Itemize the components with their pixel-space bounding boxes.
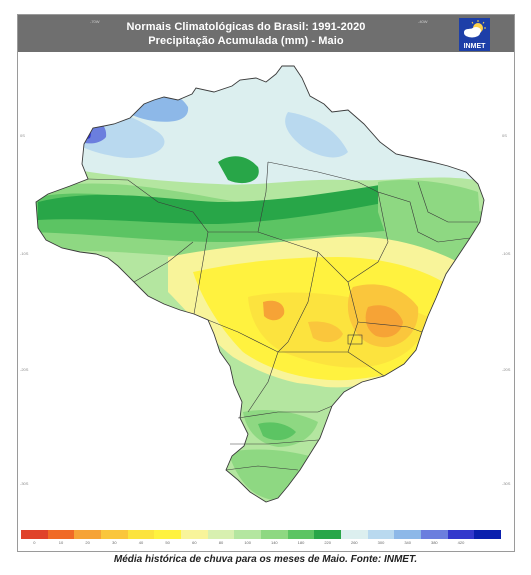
colorbar-segment (181, 530, 208, 539)
state-border (347, 351, 385, 377)
colorbar-segment (74, 530, 102, 539)
colorbar-segment (394, 530, 422, 539)
colorbar-tick-label: 420 (457, 540, 465, 545)
sun-cloud-icon (464, 20, 486, 38)
colorbar-segment (367, 530, 395, 539)
colorbar-tick-label: 180 (297, 540, 305, 545)
colorbar-tick-labels: 0 10 20 30 40 50 60 80 100 140 180 220 260 300 340 380 4… (21, 540, 501, 548)
colorbar-tick-label: 380 (430, 540, 438, 545)
colorbar-segment (447, 530, 475, 539)
right-axis-label: 0S (502, 133, 507, 138)
brazil-precipitation-map (35, 65, 485, 503)
colorbar-segment (47, 530, 75, 539)
colorbar-segment (154, 530, 182, 539)
colorbar-tick-label: 20 (85, 540, 90, 545)
northwest-dark-blue-zone (68, 118, 107, 144)
goias-orange-zone (308, 321, 343, 343)
colorbar-tick-label: 340 (404, 540, 411, 545)
colorbar-tick-label: 140 (270, 540, 278, 545)
logo-text: INMET (463, 43, 486, 50)
colorbar-tick-label: 80 (218, 540, 224, 545)
colorbar-segment (101, 530, 128, 539)
roraima-blue-zone (117, 87, 189, 122)
state-border (133, 241, 194, 283)
bahia-dark-orange-core (365, 305, 403, 338)
colorbar-segment (207, 530, 235, 539)
figure-caption: Média histórica de chuva para os meses d… (113, 554, 418, 565)
title-bar: Normais Climatológicas do Brasil: 1991-2… (18, 15, 514, 52)
colorbar-segment (474, 530, 502, 539)
colorbar-tick-label: 10 (58, 540, 64, 545)
state-border (237, 405, 333, 419)
colorbar-tick-label: 100 (244, 540, 251, 545)
state-border (267, 161, 379, 193)
amazon-dark-green-band (38, 182, 398, 224)
colorbar-segment (261, 530, 288, 539)
mato-grosso-orange-core (263, 300, 285, 321)
colorbar-segment (287, 530, 315, 539)
left-axis-label: 0S (20, 133, 25, 138)
state-border (230, 439, 319, 445)
amapa-light-blue-zone (285, 112, 348, 158)
left-axis-label: -10S (20, 251, 29, 256)
state-border (277, 251, 319, 353)
colorbar-tick-label: 220 (324, 540, 331, 545)
inmet-logo: INMET (459, 18, 490, 51)
right-axis-label: -20S (502, 367, 511, 372)
top-axis-label: -40W (418, 19, 428, 24)
state-border (87, 178, 209, 315)
state-border (208, 161, 269, 233)
state-border (417, 181, 478, 223)
rio-grande-do-sul-green-zone (228, 449, 313, 500)
precipitation-colorbar (21, 530, 502, 539)
right-axis-label: -30S (502, 481, 511, 486)
colorbar-segment (21, 530, 48, 539)
para-green-patch (218, 156, 259, 184)
colorbar-segment (421, 530, 448, 539)
colorbar-tick-label: 260 (350, 540, 358, 545)
right-axis-label: -10S (502, 251, 511, 256)
colorbar-tick-label: 30 (112, 540, 117, 545)
state-border (225, 465, 299, 471)
colorbar-segment (127, 530, 155, 539)
state-border (357, 321, 423, 333)
colorbar-segment (314, 530, 342, 539)
state-border (377, 191, 439, 243)
state-border (347, 191, 389, 283)
colorbar-tick-label: 300 (377, 540, 385, 545)
top-axis-label: -70W (90, 19, 100, 24)
colorbar-tick-label: 40 (138, 540, 144, 545)
colorbar-tick-label: 0 (33, 540, 36, 545)
map-figure: Normais Climatológicas do Brasil: 1991-2… (17, 14, 515, 552)
left-axis-label: -20S (20, 367, 29, 372)
colorbar-segment (341, 530, 368, 539)
state-border (437, 237, 471, 243)
map-subtitle: Precipitação Acumulada (mm) - Maio (148, 35, 344, 47)
colorbar-tick-label: 50 (165, 540, 170, 545)
state-border (247, 351, 279, 413)
state-borders (87, 161, 478, 471)
map-title: Normais Climatológicas do Brasil: 1991-2… (126, 21, 366, 33)
parana-dark-green-core (258, 422, 296, 441)
colorbar-segment (234, 530, 262, 539)
left-axis-label: -30S (20, 481, 29, 486)
colorbar-tick-label: 60 (192, 540, 197, 545)
federal-district-border (347, 334, 363, 345)
